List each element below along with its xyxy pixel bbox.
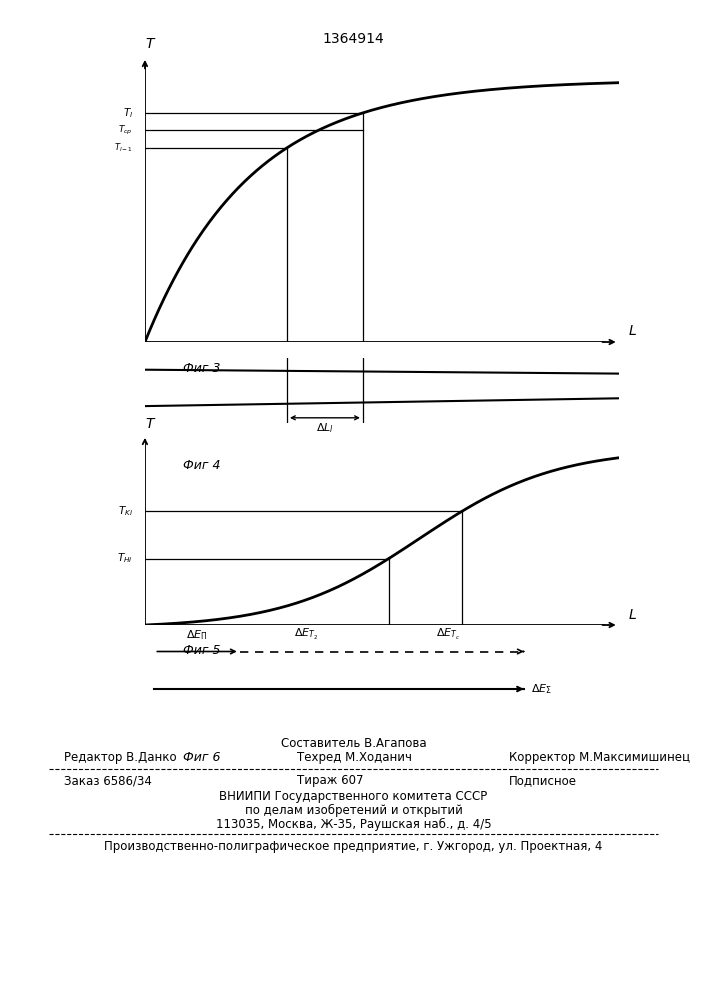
- Text: 113035, Москва, Ж-35, Раушская наб., д. 4/5: 113035, Москва, Ж-35, Раушская наб., д. …: [216, 818, 491, 831]
- Text: $T$: $T$: [145, 37, 156, 51]
- Text: Подписное: Подписное: [509, 774, 577, 787]
- Text: Редактор В.Данко: Редактор В.Данко: [64, 751, 176, 764]
- Text: Корректор М.Максимишинец: Корректор М.Максимишинец: [509, 751, 690, 764]
- Text: $L$: $L$: [628, 608, 637, 622]
- Text: Фиг 5: Фиг 5: [183, 644, 221, 657]
- Text: ВНИИПИ Государственного комитета СССР: ВНИИПИ Государственного комитета СССР: [219, 790, 488, 803]
- Text: $T_{cp}$: $T_{cp}$: [118, 124, 133, 137]
- Text: $\Delta E_{\Sigma}$: $\Delta E_{\Sigma}$: [531, 682, 552, 696]
- Text: $T$: $T$: [145, 417, 156, 431]
- Text: Фиг 6: Фиг 6: [183, 751, 221, 764]
- Text: $\Delta L_l$: $\Delta L_l$: [316, 421, 334, 435]
- Text: $\Delta E_{T_2}$: $\Delta E_{T_2}$: [294, 627, 318, 642]
- Text: $T_l$: $T_l$: [123, 106, 133, 120]
- Text: Техред М.Ходанич: Техред М.Ходанич: [297, 751, 412, 764]
- Text: 1364914: 1364914: [322, 32, 385, 46]
- Text: Заказ 6586/34: Заказ 6586/34: [64, 774, 151, 787]
- Text: Фиг 3: Фиг 3: [183, 362, 221, 375]
- Text: $T_{Ki}$: $T_{Ki}$: [118, 504, 133, 518]
- Text: Фиг 4: Фиг 4: [183, 459, 221, 472]
- Text: $L$: $L$: [628, 324, 637, 338]
- Text: Тираж 607: Тираж 607: [297, 774, 363, 787]
- Text: $\Delta E_{\Pi}$: $\Delta E_{\Pi}$: [186, 628, 208, 642]
- Text: $T_{Hi}$: $T_{Hi}$: [117, 552, 133, 565]
- Text: $\Delta E_{T_c}$: $\Delta E_{T_c}$: [436, 627, 460, 642]
- Text: Составитель В.Агапова: Составитель В.Агапова: [281, 737, 426, 750]
- Text: по делам изобретений и открытий: по делам изобретений и открытий: [245, 804, 462, 817]
- Text: $T_{l-1}$: $T_{l-1}$: [114, 142, 133, 154]
- Text: Производственно-полиграфическое предприятие, г. Ужгород, ул. Проектная, 4: Производственно-полиграфическое предприя…: [105, 840, 602, 853]
